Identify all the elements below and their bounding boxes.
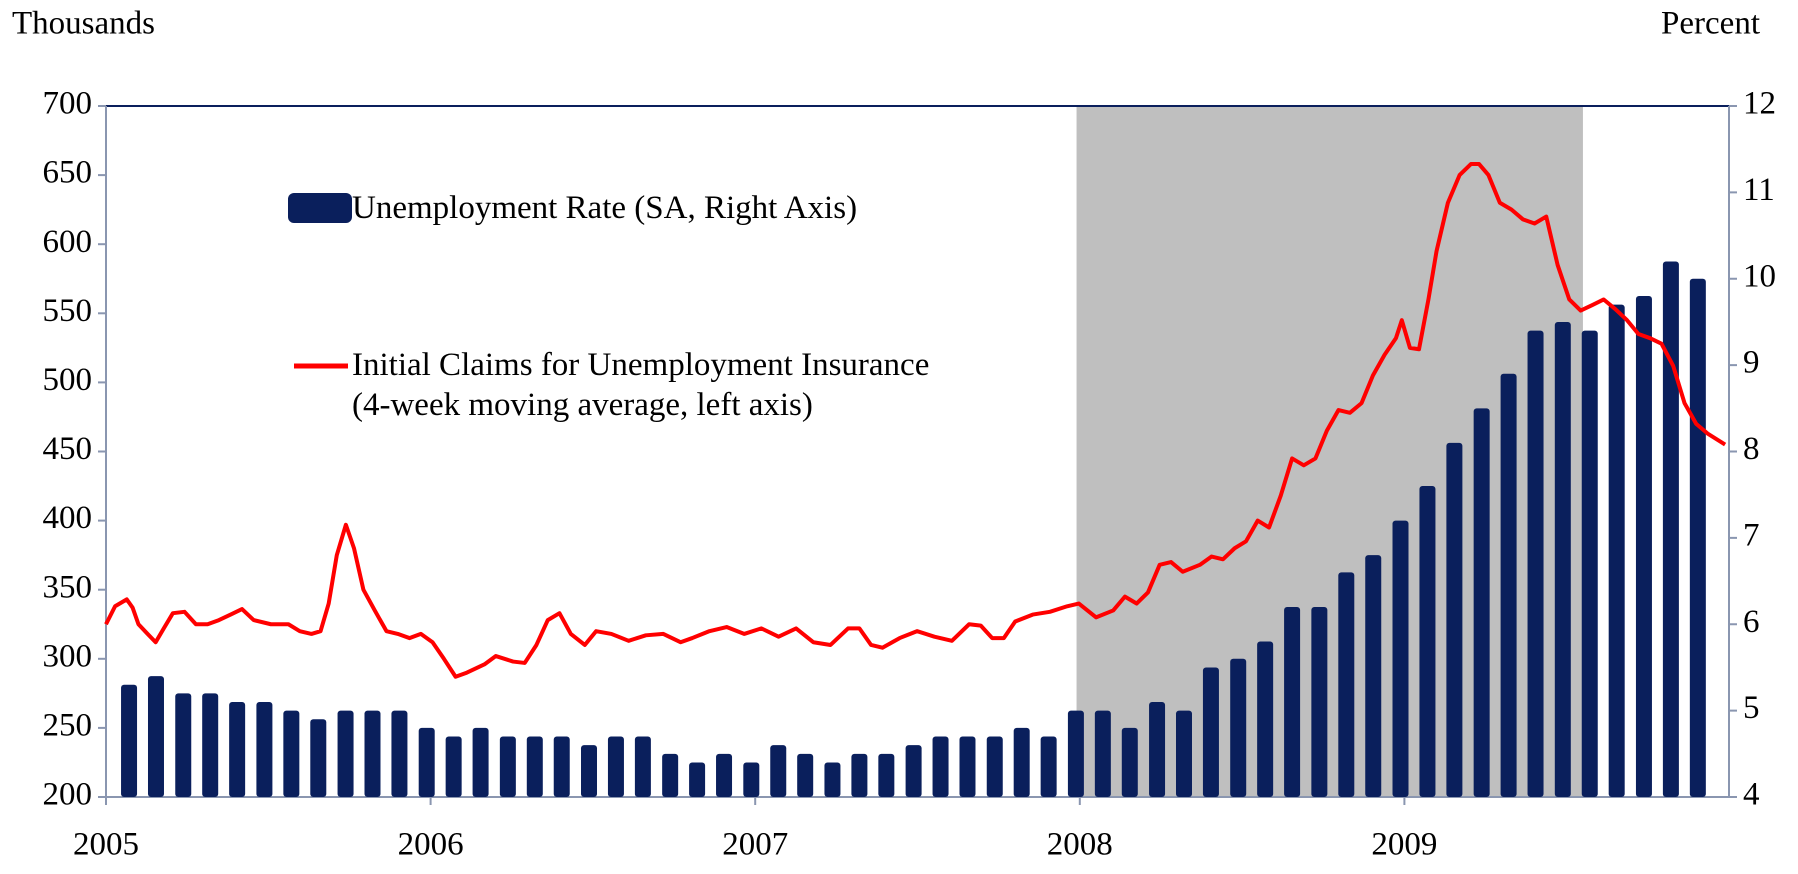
y-tick-label: 700 (43, 86, 93, 122)
bar (283, 710, 300, 797)
bar (1257, 641, 1274, 797)
bar (1311, 606, 1328, 797)
bar (121, 684, 138, 797)
bar (1527, 330, 1544, 797)
bar (1473, 408, 1490, 797)
bar (689, 762, 706, 797)
bar (986, 736, 1003, 797)
bar (1040, 736, 1057, 797)
bar (1689, 278, 1706, 797)
bar (905, 745, 922, 797)
x-tick-label: 2009 (1371, 827, 1437, 863)
bar (175, 693, 192, 797)
bar (256, 701, 273, 797)
bar (1608, 304, 1625, 797)
bar (1338, 572, 1355, 797)
bar (418, 727, 435, 797)
line (104, 162, 1727, 679)
legend-swatch (288, 193, 352, 223)
y-tick-label: 400 (43, 500, 93, 536)
bar (662, 753, 679, 797)
legend-label: Unemployment Rate (SA, Right Axis) (352, 190, 858, 226)
bar (147, 676, 164, 797)
bar (851, 753, 868, 797)
bar (607, 736, 624, 797)
bar (472, 727, 489, 797)
bar (1392, 520, 1409, 797)
y-tick-label: 300 (43, 638, 93, 674)
y-tick-label: 350 (43, 569, 93, 605)
bar (553, 736, 570, 797)
bar (1175, 710, 1192, 797)
bar (1013, 727, 1030, 797)
bar (581, 745, 598, 797)
bar (770, 745, 787, 797)
bar (1149, 701, 1166, 797)
y2-axis-label: Percent (1661, 6, 1760, 42)
bar (1500, 373, 1517, 797)
bar (337, 710, 354, 797)
shaded-region (1076, 106, 1583, 797)
y2-tick-label: 9 (1743, 345, 1760, 381)
bar (1284, 606, 1301, 797)
bar (1094, 710, 1111, 797)
y2-tick-label: 4 (1743, 777, 1760, 813)
bar (1365, 555, 1382, 797)
y2-tick-label: 6 (1743, 604, 1760, 640)
bar (391, 710, 408, 797)
y-tick-label: 600 (43, 224, 93, 260)
y2-tick-label: 12 (1743, 86, 1776, 122)
bar (1581, 330, 1598, 797)
x-tick-label: 2006 (398, 827, 464, 863)
x-tick-label: 2005 (73, 827, 139, 863)
bar (797, 753, 814, 797)
bar (634, 736, 651, 797)
bar (310, 719, 327, 797)
y2-tick-label: 10 (1743, 258, 1776, 294)
bar (526, 736, 543, 797)
bar (499, 736, 516, 797)
bar (1662, 261, 1679, 798)
y2-tick-label: 5 (1743, 690, 1760, 726)
bar (1230, 658, 1247, 797)
y-tick-label: 650 (43, 155, 93, 191)
bar (932, 736, 949, 797)
bar (202, 693, 219, 797)
y-tick-label: 500 (43, 362, 93, 398)
y-tick-label: 450 (43, 431, 93, 467)
legend-label: Initial Claims for Unemployment Insuranc… (352, 347, 930, 423)
bar (1419, 486, 1436, 797)
bar (1554, 321, 1571, 797)
bar (959, 736, 976, 797)
bar (445, 736, 462, 797)
y-axis-label: Thousands (12, 6, 155, 42)
bar (1635, 296, 1652, 797)
bar (364, 710, 381, 797)
bar (716, 753, 733, 797)
y-tick-label: 250 (43, 707, 93, 743)
y2-tick-label: 7 (1743, 517, 1760, 553)
x-tick-label: 2008 (1047, 827, 1113, 863)
bar (1067, 710, 1084, 797)
bar (1202, 667, 1219, 797)
bar (878, 753, 895, 797)
y-tick-label: 200 (43, 777, 93, 813)
x-tick-label: 2007 (722, 827, 788, 863)
bar (1121, 727, 1138, 797)
bar (824, 762, 841, 797)
y-tick-label: 550 (43, 293, 93, 329)
bar (1446, 442, 1463, 797)
y2-tick-label: 11 (1743, 172, 1775, 208)
bar (743, 762, 760, 797)
y2-tick-label: 8 (1743, 431, 1760, 467)
bar (229, 701, 246, 797)
